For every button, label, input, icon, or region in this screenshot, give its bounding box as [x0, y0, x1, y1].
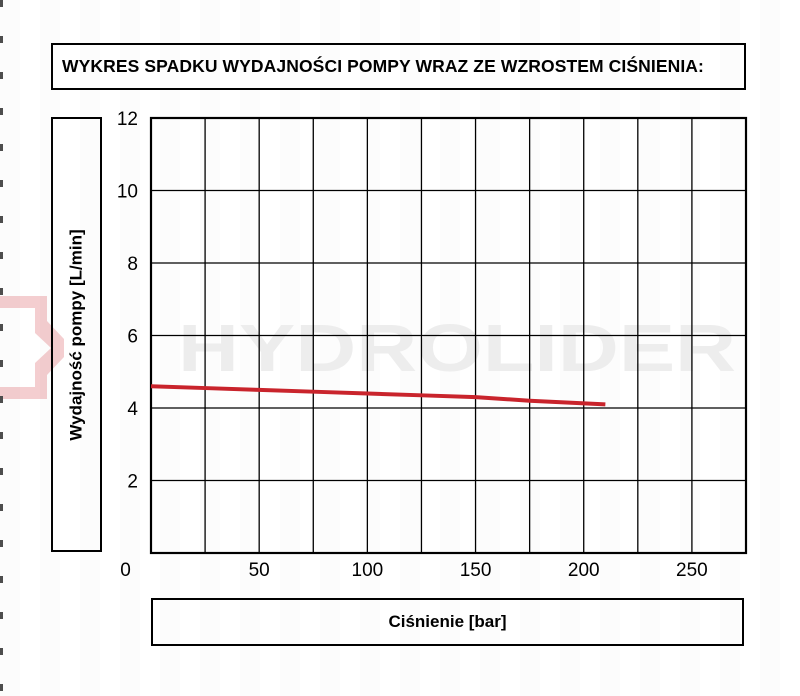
- y-tick-label: 10: [117, 182, 138, 203]
- x-tick-label: 150: [460, 560, 492, 581]
- plot-border: [149, 116, 748, 555]
- y-tick-label: 12: [117, 109, 138, 130]
- x-tick-label: 250: [676, 560, 708, 581]
- x-tick-label: 50: [249, 560, 270, 581]
- x-tick-label: 100: [352, 560, 384, 581]
- x-axis-label-box: Ciśnienie [bar]: [151, 598, 744, 646]
- y-tick-label: 8: [127, 254, 138, 275]
- page-title: WYKRES SPADKU WYDAJNOŚCI POMPY WRAZ ZE W…: [62, 56, 704, 76]
- y-tick-label: 2: [127, 472, 138, 493]
- x-tick-label: 0: [120, 560, 131, 581]
- pump-flow-line: [150, 384, 606, 407]
- y-axis-label-box: Wydajność pompy [L/min]: [51, 117, 102, 552]
- x-axis-title: Ciśnienie [bar]: [388, 612, 507, 631]
- title-box: WYKRES SPADKU WYDAJNOŚCI POMPY WRAZ ZE W…: [51, 43, 746, 90]
- watermark-text: HYDROLIDER: [178, 311, 737, 386]
- y-tick-label: 4: [127, 399, 138, 420]
- hydrolider-logo-icon: [0, 296, 64, 399]
- y-tick-label: 6: [127, 327, 138, 348]
- x-tick-label: 200: [568, 560, 600, 581]
- left-edge-tick-marks: [0, 0, 3, 696]
- y-axis-title: Wydajność pompy [L/min]: [66, 228, 86, 441]
